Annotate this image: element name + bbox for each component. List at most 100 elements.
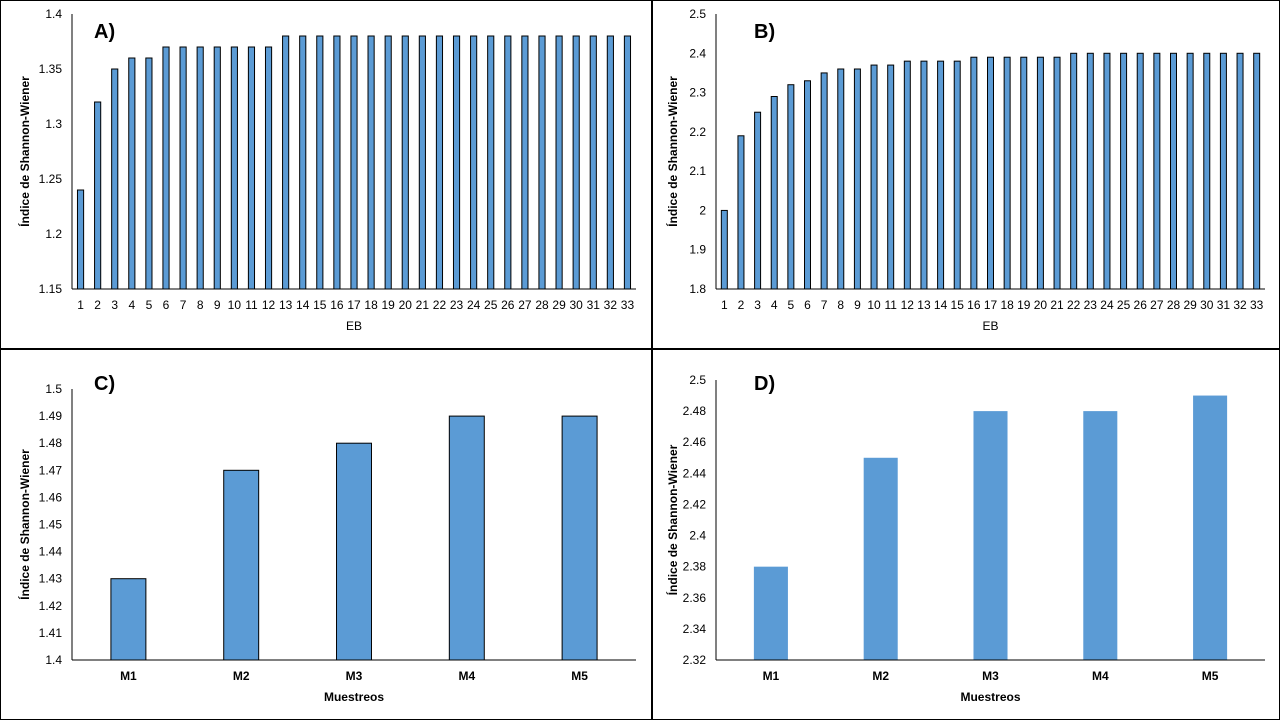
y-tick-label: 1.15	[39, 282, 63, 296]
x-axis-title: EB	[982, 319, 998, 333]
bar-25	[1120, 52, 1128, 290]
bar-22	[1070, 52, 1078, 290]
x-tick-label: 26	[1134, 298, 1148, 312]
panel-label: B)	[754, 21, 775, 43]
panel-frame-d	[652, 349, 1280, 720]
x-tick-label: 16	[330, 298, 344, 312]
y-tick-label: 2.34	[683, 622, 707, 636]
x-tick-label: 8	[197, 298, 204, 312]
x-axis-title: Muestreos	[324, 690, 384, 704]
bar-23	[1086, 52, 1094, 290]
bar-12	[903, 60, 911, 290]
y-tick-label: 1.2	[45, 227, 62, 241]
bar-2	[737, 135, 745, 290]
y-tick-label: 1.43	[39, 572, 63, 586]
x-tick-label: 1	[721, 298, 728, 312]
bar-32	[606, 35, 614, 290]
bar-m2	[223, 469, 260, 661]
bar-13	[282, 35, 290, 290]
x-tick-label: 11	[884, 298, 897, 312]
x-tick-label: 2	[94, 298, 101, 312]
x-tick-label: 3	[111, 298, 118, 312]
panel-label: A)	[94, 21, 115, 43]
x-tick-label: 22	[433, 298, 447, 312]
x-tick-label: 7	[180, 298, 187, 312]
x-tick-label: 20	[1034, 298, 1048, 312]
y-tick-label: 2.48	[683, 404, 707, 418]
x-tick-label: 31	[587, 298, 601, 312]
bar-4	[770, 96, 778, 290]
x-tick-label: 24	[467, 298, 481, 312]
bar-8	[196, 46, 204, 290]
bar-31	[1219, 52, 1227, 290]
x-tick-label: 3	[754, 298, 761, 312]
bar-26	[504, 35, 512, 290]
x-tick-label: 24	[1100, 298, 1114, 312]
x-tick-label: 26	[501, 298, 515, 312]
bar-4	[128, 57, 136, 290]
bar-26	[1136, 52, 1144, 290]
x-tick-label: 27	[518, 298, 532, 312]
y-tick-label: 2	[699, 203, 706, 217]
bar-24	[1103, 52, 1111, 290]
x-tick-label: 14	[934, 298, 948, 312]
y-tick-label: 2.1	[689, 164, 706, 178]
bar-17	[987, 56, 994, 290]
y-tick-label: 1.45	[39, 518, 63, 532]
x-tick-label: 29	[552, 298, 566, 312]
y-tick-label: 2.44	[683, 466, 707, 480]
y-tick-label: 1.49	[39, 409, 63, 423]
y-tick-label: 2.4	[689, 46, 706, 60]
bar-m1	[753, 566, 788, 660]
x-tick-label: 8	[837, 298, 844, 312]
x-tick-label: M3	[982, 669, 999, 683]
x-tick-label: M5	[1202, 669, 1219, 683]
x-tick-label: M1	[120, 669, 137, 683]
y-axis-title: Índice de Shannon-Wiener	[17, 449, 32, 600]
x-tick-label: M5	[571, 669, 588, 683]
y-tick-label: 2.42	[683, 497, 707, 511]
x-tick-label: 28	[1167, 298, 1181, 312]
x-tick-label: 32	[1233, 298, 1247, 312]
bar-29	[1186, 52, 1194, 290]
x-tick-label: 9	[214, 298, 221, 312]
x-tick-label: 11	[245, 298, 258, 312]
x-tick-label: 15	[313, 298, 327, 312]
y-tick-label: 2.38	[683, 560, 707, 574]
y-tick-label: 1.9	[689, 243, 706, 257]
bar-m3	[973, 411, 1008, 660]
bar-2	[94, 101, 102, 290]
x-tick-label: 17	[347, 298, 361, 312]
chart-panel-a: 1.151.21.251.31.351.41 2 3 4 5 6 7 8 9 10 11 12 13 14…	[0, 0, 652, 349]
bar-m2	[863, 457, 898, 660]
y-tick-label: 1.46	[39, 490, 63, 504]
bar-12	[264, 46, 273, 290]
bar-3	[754, 111, 762, 290]
y-tick-label: 1.5	[45, 382, 62, 396]
x-tick-label: M2	[233, 669, 250, 683]
bar-32	[1236, 52, 1244, 290]
bar-20	[1036, 56, 1044, 290]
y-tick-label: 1.3	[45, 117, 62, 131]
y-tick-label: 1.35	[39, 62, 63, 76]
bar-11	[887, 64, 895, 290]
y-axis-title: Índice de Shannon-Wiener	[665, 76, 680, 227]
bar-21	[1053, 56, 1061, 290]
bar-19	[384, 35, 392, 290]
chart-panel-c: 1.4 1.41 1.42 1.43 1.44 1.45 1.46 1.47 1.48 1.49 1…	[0, 349, 652, 720]
bar-3	[111, 68, 119, 290]
x-tick-label: 15	[951, 298, 965, 312]
x-axis-title: Muestreos	[960, 690, 1020, 704]
bar-23	[452, 35, 461, 290]
x-tick-label: 23	[1084, 298, 1098, 312]
bar-19	[1020, 56, 1028, 290]
bar-31	[589, 35, 597, 290]
x-tick-label: 4	[771, 298, 778, 312]
bar-25	[487, 35, 495, 290]
y-tick-label: 1.4	[45, 7, 62, 21]
bar-m4	[1083, 411, 1118, 660]
bar-16	[970, 56, 978, 290]
x-tick-label: 32	[604, 298, 618, 312]
x-tick-label: 23	[450, 298, 464, 312]
